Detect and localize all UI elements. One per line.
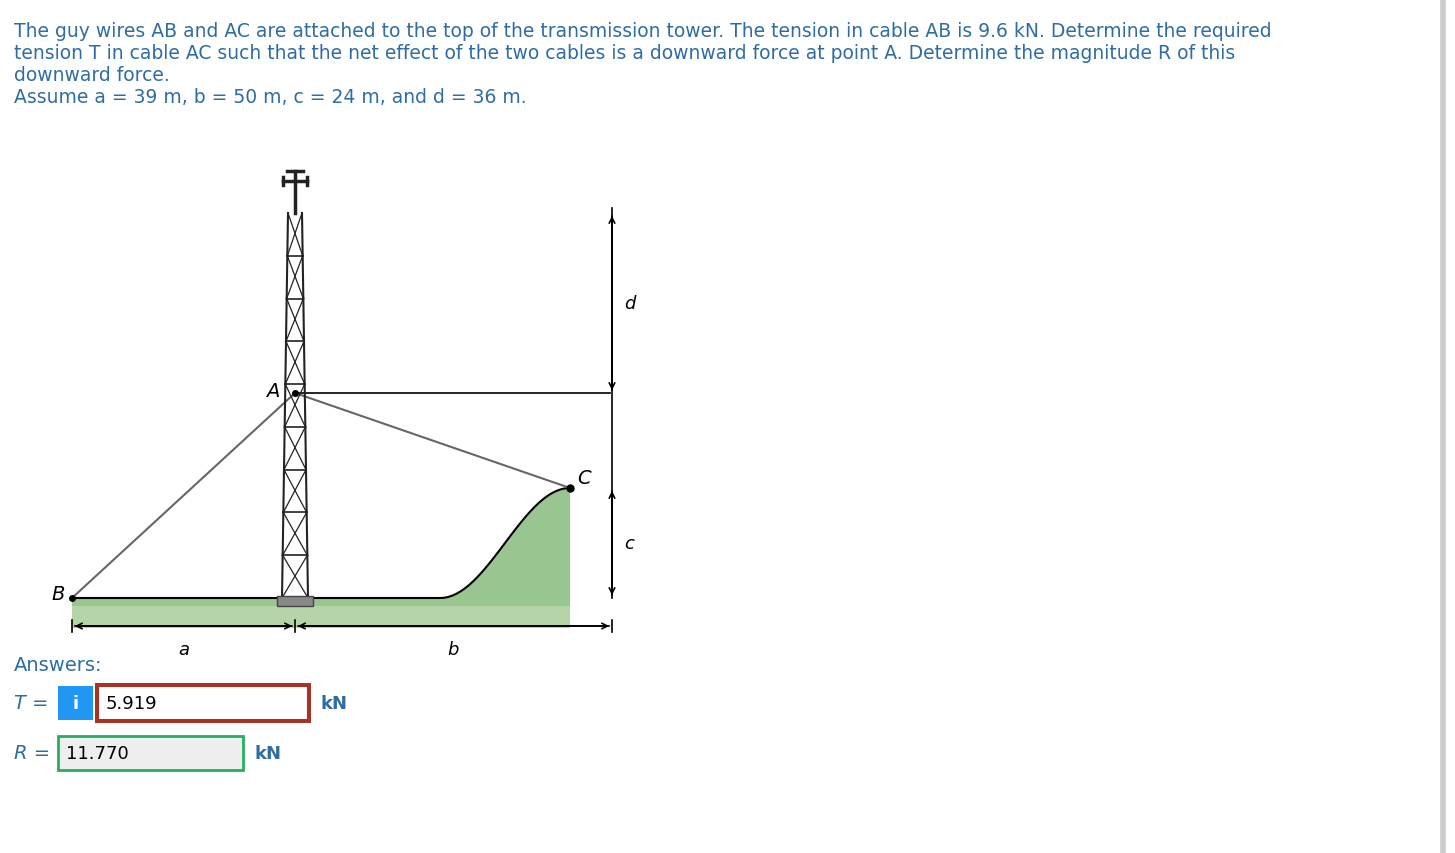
Polygon shape: [71, 489, 570, 606]
Bar: [58, 686, 93, 720]
Text: d: d: [624, 294, 636, 313]
Text: b: b: [448, 641, 460, 659]
Bar: [276, 596, 313, 606]
Text: a: a: [178, 641, 189, 659]
Polygon shape: [71, 489, 570, 629]
Bar: [95, 683, 311, 723]
Bar: [97, 686, 308, 720]
Text: kN: kN: [320, 694, 346, 712]
Text: Answers:: Answers:: [15, 655, 102, 674]
Text: R =: R =: [15, 744, 49, 763]
Text: tension T in cable AC such that the net effect of the two cables is a downward f: tension T in cable AC such that the net …: [15, 44, 1235, 63]
Text: i: i: [73, 694, 79, 712]
Bar: [58, 736, 243, 770]
Text: B: B: [51, 585, 64, 604]
Text: Assume a = 39 m, b = 50 m, c = 24 m, and d = 36 m.: Assume a = 39 m, b = 50 m, c = 24 m, and…: [15, 88, 527, 107]
Text: C: C: [578, 469, 591, 488]
Text: The guy wires AB and AC are attached to the top of the transmission tower. The t: The guy wires AB and AC are attached to …: [15, 22, 1272, 41]
Text: downward force.: downward force.: [15, 66, 170, 85]
Text: kN: kN: [255, 744, 282, 762]
Text: T =: T =: [15, 693, 48, 712]
Text: A: A: [266, 382, 279, 401]
Text: 11.770: 11.770: [65, 744, 128, 762]
Text: c: c: [624, 534, 634, 553]
Text: 5.919: 5.919: [106, 694, 157, 712]
